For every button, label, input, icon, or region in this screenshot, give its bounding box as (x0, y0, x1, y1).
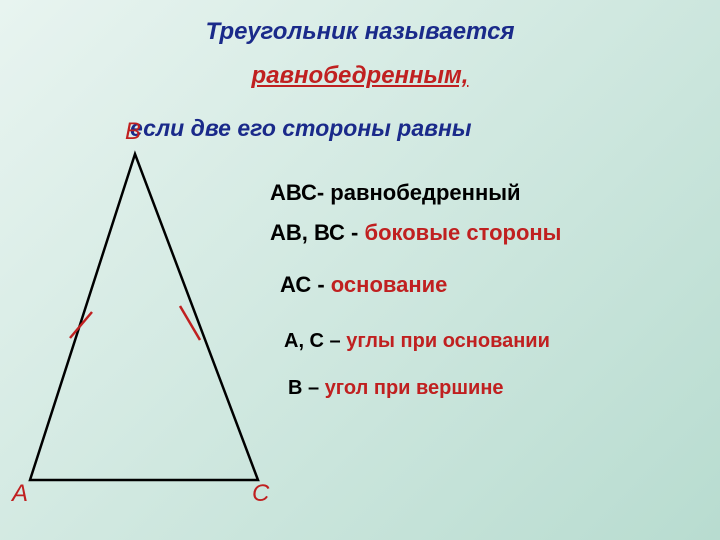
def4-prefix: А, С – (284, 330, 346, 352)
def1-prefix: АВС- (270, 180, 330, 205)
definitions-block: АВС- равнобедренный АВ, ВС - боковые сто… (270, 180, 700, 414)
heading-line-1: Треугольник называется (0, 18, 720, 46)
def3-body: основание (331, 272, 448, 297)
slide-content: Треугольник называется равнобедренным, е… (0, 0, 720, 540)
def3-prefix: АС - (280, 272, 331, 297)
vertex-label-b: В (125, 118, 141, 146)
vertex-label-c: С (252, 480, 269, 508)
tick-mark-ab (70, 312, 92, 338)
def-base: АС - основание (280, 272, 700, 298)
def-base-angles: А, С – углы при основании (284, 330, 700, 353)
vertex-label-a: А (12, 480, 28, 508)
triangle-shape (30, 154, 258, 480)
def4-body: углы при основании (346, 330, 550, 352)
def1-body: равнобедренный (330, 180, 520, 205)
def-lateral-sides: АВ, ВС - боковые стороны (270, 220, 700, 246)
def-isosceles: АВС- равнобедренный (270, 180, 700, 206)
def-apex-angle: В – угол при вершине (288, 377, 700, 400)
heading-line-3: если две его стороны равны (130, 115, 472, 142)
def2-prefix: АВ, ВС - (270, 220, 365, 245)
def5-prefix: В – (288, 377, 325, 399)
def5-body: угол при вершине (325, 377, 504, 399)
def2-body: боковые стороны (365, 220, 562, 245)
tick-mark-bc (180, 306, 200, 340)
heading-line-2: равнобедренным, (0, 62, 720, 90)
triangle-svg (20, 140, 300, 520)
triangle-diagram: В А С (20, 140, 300, 520)
